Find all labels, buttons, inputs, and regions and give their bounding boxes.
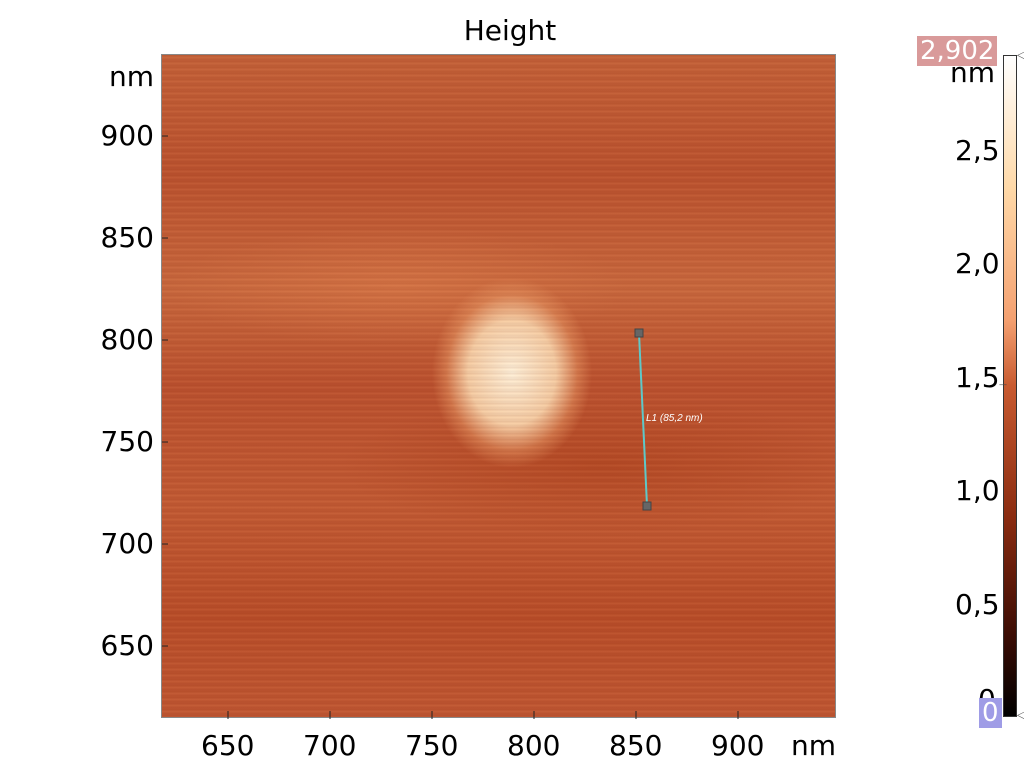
x-tick-label: 650 [201,729,255,762]
image-title: Height [463,14,557,47]
colorbar-max-arrow-icon[interactable]: ◁ [1017,50,1024,61]
colorbar-tick-label: 1,5 [955,361,1000,394]
x-tick-label: 750 [405,729,459,762]
y-tick-label: 850 [100,221,154,254]
colorbar-tick-label: 2,0 [955,247,1000,280]
colorbar-tick-label: 1,0 [955,474,1000,507]
colorbar-min-arrow-icon[interactable]: ◁ [1017,710,1024,721]
y-tick-label: 700 [100,527,154,560]
y-tick-label: 750 [100,425,154,458]
colorbar[interactable] [1003,55,1017,717]
colorbar-tick-label: 2,5 [955,134,1000,167]
y-tick-label: 800 [100,323,154,356]
x-tick-label: 800 [507,729,561,762]
y-tick-label: 650 [100,629,154,662]
colorbar-tick-label: 0,5 [955,588,1000,621]
measurement-handle-end[interactable] [642,501,652,511]
height-image[interactable]: L1 (85,2 nm) [161,54,836,719]
x-tick-label: 700 [303,729,357,762]
measurement-handle-start[interactable] [634,328,644,338]
colorbar-mid-marker-icon: — [999,380,1007,389]
x-tick-label: 900 [711,729,765,762]
y-tick-label: 900 [100,119,154,152]
x-axis-unit: nm [791,729,837,762]
measurement-line[interactable] [638,332,648,507]
ticks-overlay: L1 (85,2 nm) [162,135,739,719]
colorbar-max-value[interactable]: 2,902 [917,36,998,66]
measurement-label: L1 (85,2 nm) [646,413,703,424]
y-axis-unit: nm [108,60,154,93]
x-tick-label: 850 [609,729,663,762]
colorbar-min-value[interactable]: 0 [979,698,1002,728]
